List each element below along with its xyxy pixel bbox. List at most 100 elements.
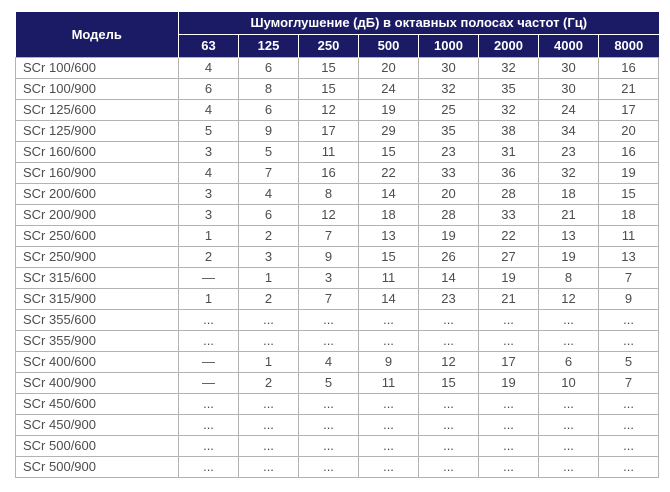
value-cell: 15 bbox=[298, 77, 359, 100]
value-cell: 17 bbox=[298, 119, 359, 142]
value-cell: 6 bbox=[238, 56, 299, 79]
value-cell: ... bbox=[418, 392, 479, 415]
value-cell: 2 bbox=[238, 224, 299, 247]
table-row: SCr 355/900........................ bbox=[15, 329, 660, 352]
value-cell: 31 bbox=[478, 140, 539, 163]
value-cell: 1 bbox=[238, 350, 299, 373]
value-cell: 18 bbox=[597, 203, 660, 226]
frequency-header: 63 bbox=[178, 34, 239, 57]
value-cell: ... bbox=[418, 455, 479, 478]
value-cell: ... bbox=[178, 308, 239, 331]
table-row: SCr 315/900 1 2 7 14 23 21 12 9 bbox=[15, 287, 660, 310]
value-cell: ... bbox=[597, 413, 660, 436]
table-row: SCr 160/600 3 5 11 15 23 31 23 16 bbox=[15, 140, 660, 163]
value-cell: 5 bbox=[298, 371, 359, 394]
value-cell: ... bbox=[478, 329, 539, 352]
value-cell: 14 bbox=[358, 287, 419, 310]
value-cell: ... bbox=[238, 329, 299, 352]
value-cell: ... bbox=[597, 308, 660, 331]
value-cell: 15 bbox=[358, 140, 419, 163]
value-cell: 18 bbox=[538, 182, 599, 205]
value-cell: 14 bbox=[358, 182, 419, 205]
frequency-header: 4000 bbox=[538, 34, 599, 57]
value-cell: 8 bbox=[538, 266, 599, 289]
value-cell: 26 bbox=[418, 245, 479, 268]
value-cell: 2 bbox=[178, 245, 239, 268]
value-cell: 6 bbox=[538, 350, 599, 373]
value-cell: 32 bbox=[478, 98, 539, 121]
table-row: SCr 400/900—2 5 11 15 19 10 7 bbox=[15, 371, 660, 394]
value-cell: ... bbox=[178, 392, 239, 415]
value-cell: 32 bbox=[418, 77, 479, 100]
value-cell: 5 bbox=[178, 119, 239, 142]
value-cell: ... bbox=[358, 329, 419, 352]
value-cell: 23 bbox=[538, 140, 599, 163]
value-cell: ... bbox=[298, 308, 359, 331]
model-cell: SCr 160/900 bbox=[15, 161, 179, 184]
value-cell: 20 bbox=[597, 119, 660, 142]
table-row: SCr 200/600 3 4 8 14 20 28 18 15 bbox=[15, 182, 660, 205]
model-cell: SCr 500/900 bbox=[15, 455, 179, 478]
value-cell: — bbox=[178, 371, 239, 394]
value-cell: 3 bbox=[178, 140, 239, 163]
model-cell: SCr 355/900 bbox=[15, 329, 179, 352]
frequency-header: 1000 bbox=[418, 34, 479, 57]
value-cell: 11 bbox=[358, 266, 419, 289]
value-cell: 24 bbox=[358, 77, 419, 100]
value-cell: 35 bbox=[478, 77, 539, 100]
value-cell: 4 bbox=[178, 98, 239, 121]
table-header: Модель Шумоглушение (дБ) в октавных поло… bbox=[15, 12, 659, 57]
table-row: SCr 250/900 2 3 9 15 26 27 19 13 bbox=[15, 245, 660, 268]
value-cell: ... bbox=[298, 413, 359, 436]
table-row: SCr 315/600—1 3 11 14 19 8 7 bbox=[15, 266, 660, 289]
value-cell: 38 bbox=[478, 119, 539, 142]
model-cell: SCr 500/600 bbox=[15, 434, 179, 457]
value-cell: 19 bbox=[478, 371, 539, 394]
value-cell: 16 bbox=[597, 56, 660, 79]
value-cell: 25 bbox=[418, 98, 479, 121]
frequency-header: 8000 bbox=[597, 34, 659, 57]
value-cell: ... bbox=[358, 413, 419, 436]
value-cell: ... bbox=[358, 455, 419, 478]
value-cell: 5 bbox=[597, 350, 660, 373]
value-cell: ... bbox=[478, 392, 539, 415]
model-cell: SCr 100/900 bbox=[15, 77, 179, 100]
value-cell: 22 bbox=[358, 161, 419, 184]
table-row: SCr 400/600—1 4 9 12 17 6 5 bbox=[15, 350, 660, 373]
value-cell: 32 bbox=[538, 161, 599, 184]
value-cell: ... bbox=[597, 455, 660, 478]
value-cell: 15 bbox=[358, 245, 419, 268]
value-cell: 1 bbox=[178, 287, 239, 310]
model-cell: SCr 200/600 bbox=[15, 182, 179, 205]
value-cell: ... bbox=[597, 392, 660, 415]
value-cell: 14 bbox=[418, 266, 479, 289]
model-column-header: Модель bbox=[15, 12, 179, 57]
value-cell: ... bbox=[597, 329, 660, 352]
value-cell: ... bbox=[358, 434, 419, 457]
value-cell: ... bbox=[597, 434, 660, 457]
value-cell: 2 bbox=[238, 371, 299, 394]
model-cell: SCr 100/600 bbox=[15, 56, 179, 79]
value-cell: 1 bbox=[238, 266, 299, 289]
value-cell: 18 bbox=[358, 203, 419, 226]
table-row: SCr 250/600 1 2 7 13 19 22 13 11 bbox=[15, 224, 660, 247]
value-cell: 8 bbox=[298, 182, 359, 205]
value-cell: ... bbox=[238, 413, 299, 436]
value-cell: 19 bbox=[358, 98, 419, 121]
value-cell: 11 bbox=[597, 224, 660, 247]
value-cell: 23 bbox=[418, 287, 479, 310]
value-cell: 9 bbox=[298, 245, 359, 268]
frequency-header: 250 bbox=[298, 34, 359, 57]
value-cell: 22 bbox=[478, 224, 539, 247]
model-cell: SCr 125/900 bbox=[15, 119, 179, 142]
value-cell: 4 bbox=[298, 350, 359, 373]
value-cell: ... bbox=[178, 455, 239, 478]
value-cell: ... bbox=[238, 392, 299, 415]
value-cell: ... bbox=[478, 413, 539, 436]
value-cell: 29 bbox=[358, 119, 419, 142]
value-cell: 28 bbox=[478, 182, 539, 205]
value-cell: ... bbox=[478, 434, 539, 457]
value-cell: ... bbox=[538, 308, 599, 331]
model-cell: SCr 450/900 bbox=[15, 413, 179, 436]
value-cell: 12 bbox=[418, 350, 479, 373]
